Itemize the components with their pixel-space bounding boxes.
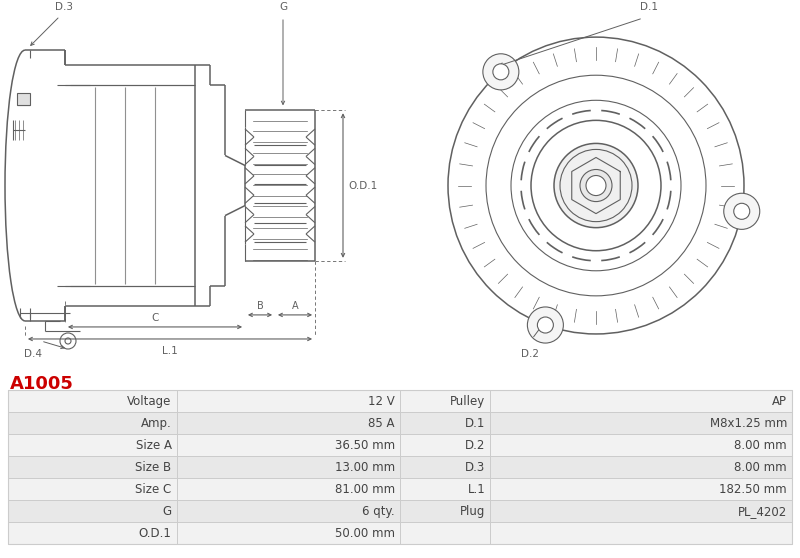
Bar [400, 500, 490, 522]
Text: 12 V: 12 V [368, 395, 395, 408]
Text: 182.50 mm: 182.50 mm [719, 483, 787, 496]
Text: 13.00 mm: 13.00 mm [335, 461, 395, 474]
Text: 8.00 mm: 8.00 mm [734, 439, 787, 451]
Bar [8, 456, 792, 478]
Circle shape [734, 203, 750, 219]
Text: 8.00 mm: 8.00 mm [734, 461, 787, 474]
Bar [177, 456, 400, 478]
Bar [490, 522, 792, 544]
Bar [490, 434, 792, 456]
Text: C: C [151, 313, 158, 323]
Text: A: A [292, 301, 298, 311]
Circle shape [554, 143, 638, 228]
Text: A1005: A1005 [10, 376, 74, 393]
Text: D.1: D.1 [640, 2, 658, 12]
Text: D.1: D.1 [465, 417, 485, 430]
Bar [8, 434, 792, 456]
Bar [177, 478, 400, 500]
Text: L.1: L.1 [162, 346, 178, 356]
Bar [177, 412, 400, 434]
Text: PL_4202: PL_4202 [738, 504, 787, 518]
Text: Plug: Plug [460, 504, 485, 518]
Bar [8, 412, 792, 434]
Text: Size A: Size A [135, 439, 171, 451]
Text: 6 qty.: 6 qty. [362, 504, 395, 518]
Bar [8, 522, 792, 544]
Bar [490, 412, 792, 434]
Bar [8, 456, 177, 478]
Bar [177, 390, 400, 412]
Text: D.3: D.3 [55, 2, 73, 12]
Circle shape [724, 193, 760, 229]
Bar [400, 478, 490, 500]
Bar [8, 500, 177, 522]
Text: Size C: Size C [135, 483, 171, 496]
Text: Voltage: Voltage [127, 395, 171, 408]
Bar [8, 390, 792, 544]
Circle shape [538, 317, 554, 333]
Bar [8, 434, 177, 456]
Bar [400, 456, 490, 478]
Bar [490, 500, 792, 522]
Circle shape [580, 170, 612, 201]
Bar [177, 434, 400, 456]
Bar [8, 478, 177, 500]
Bar [8, 522, 177, 544]
Text: G: G [162, 504, 171, 518]
Bar [400, 434, 490, 456]
Text: G: G [279, 2, 287, 12]
Circle shape [483, 54, 519, 90]
Bar [8, 390, 177, 412]
Circle shape [586, 176, 606, 195]
Text: Amp.: Amp. [141, 417, 171, 430]
Text: D.2: D.2 [465, 439, 485, 451]
Text: D.2: D.2 [521, 349, 539, 359]
Bar [177, 522, 400, 544]
Text: B: B [257, 301, 263, 311]
Bar [400, 390, 490, 412]
Bar [8, 500, 792, 522]
Text: 85 A: 85 A [369, 417, 395, 430]
Bar [490, 390, 792, 412]
Circle shape [527, 307, 563, 343]
Text: 50.00 mm: 50.00 mm [335, 527, 395, 540]
Bar [177, 500, 400, 522]
Text: AP: AP [772, 395, 787, 408]
Text: D.4: D.4 [24, 349, 42, 359]
Text: 81.00 mm: 81.00 mm [335, 483, 395, 496]
Text: L.1: L.1 [467, 483, 485, 496]
Bar [8, 412, 177, 434]
Bar [400, 412, 490, 434]
Text: O.D.1: O.D.1 [348, 181, 378, 190]
Bar [17, 93, 30, 105]
Bar [490, 478, 792, 500]
Bar [490, 456, 792, 478]
Bar [8, 478, 792, 500]
Text: D.3: D.3 [465, 461, 485, 474]
Text: Pulley: Pulley [450, 395, 485, 408]
Text: 36.50 mm: 36.50 mm [335, 439, 395, 451]
Circle shape [493, 64, 509, 80]
Text: O.D.1: O.D.1 [138, 527, 171, 540]
Bar [8, 390, 792, 412]
Bar [400, 522, 490, 544]
Text: Size B: Size B [135, 461, 171, 474]
Text: M8x1.25 mm: M8x1.25 mm [710, 417, 787, 430]
